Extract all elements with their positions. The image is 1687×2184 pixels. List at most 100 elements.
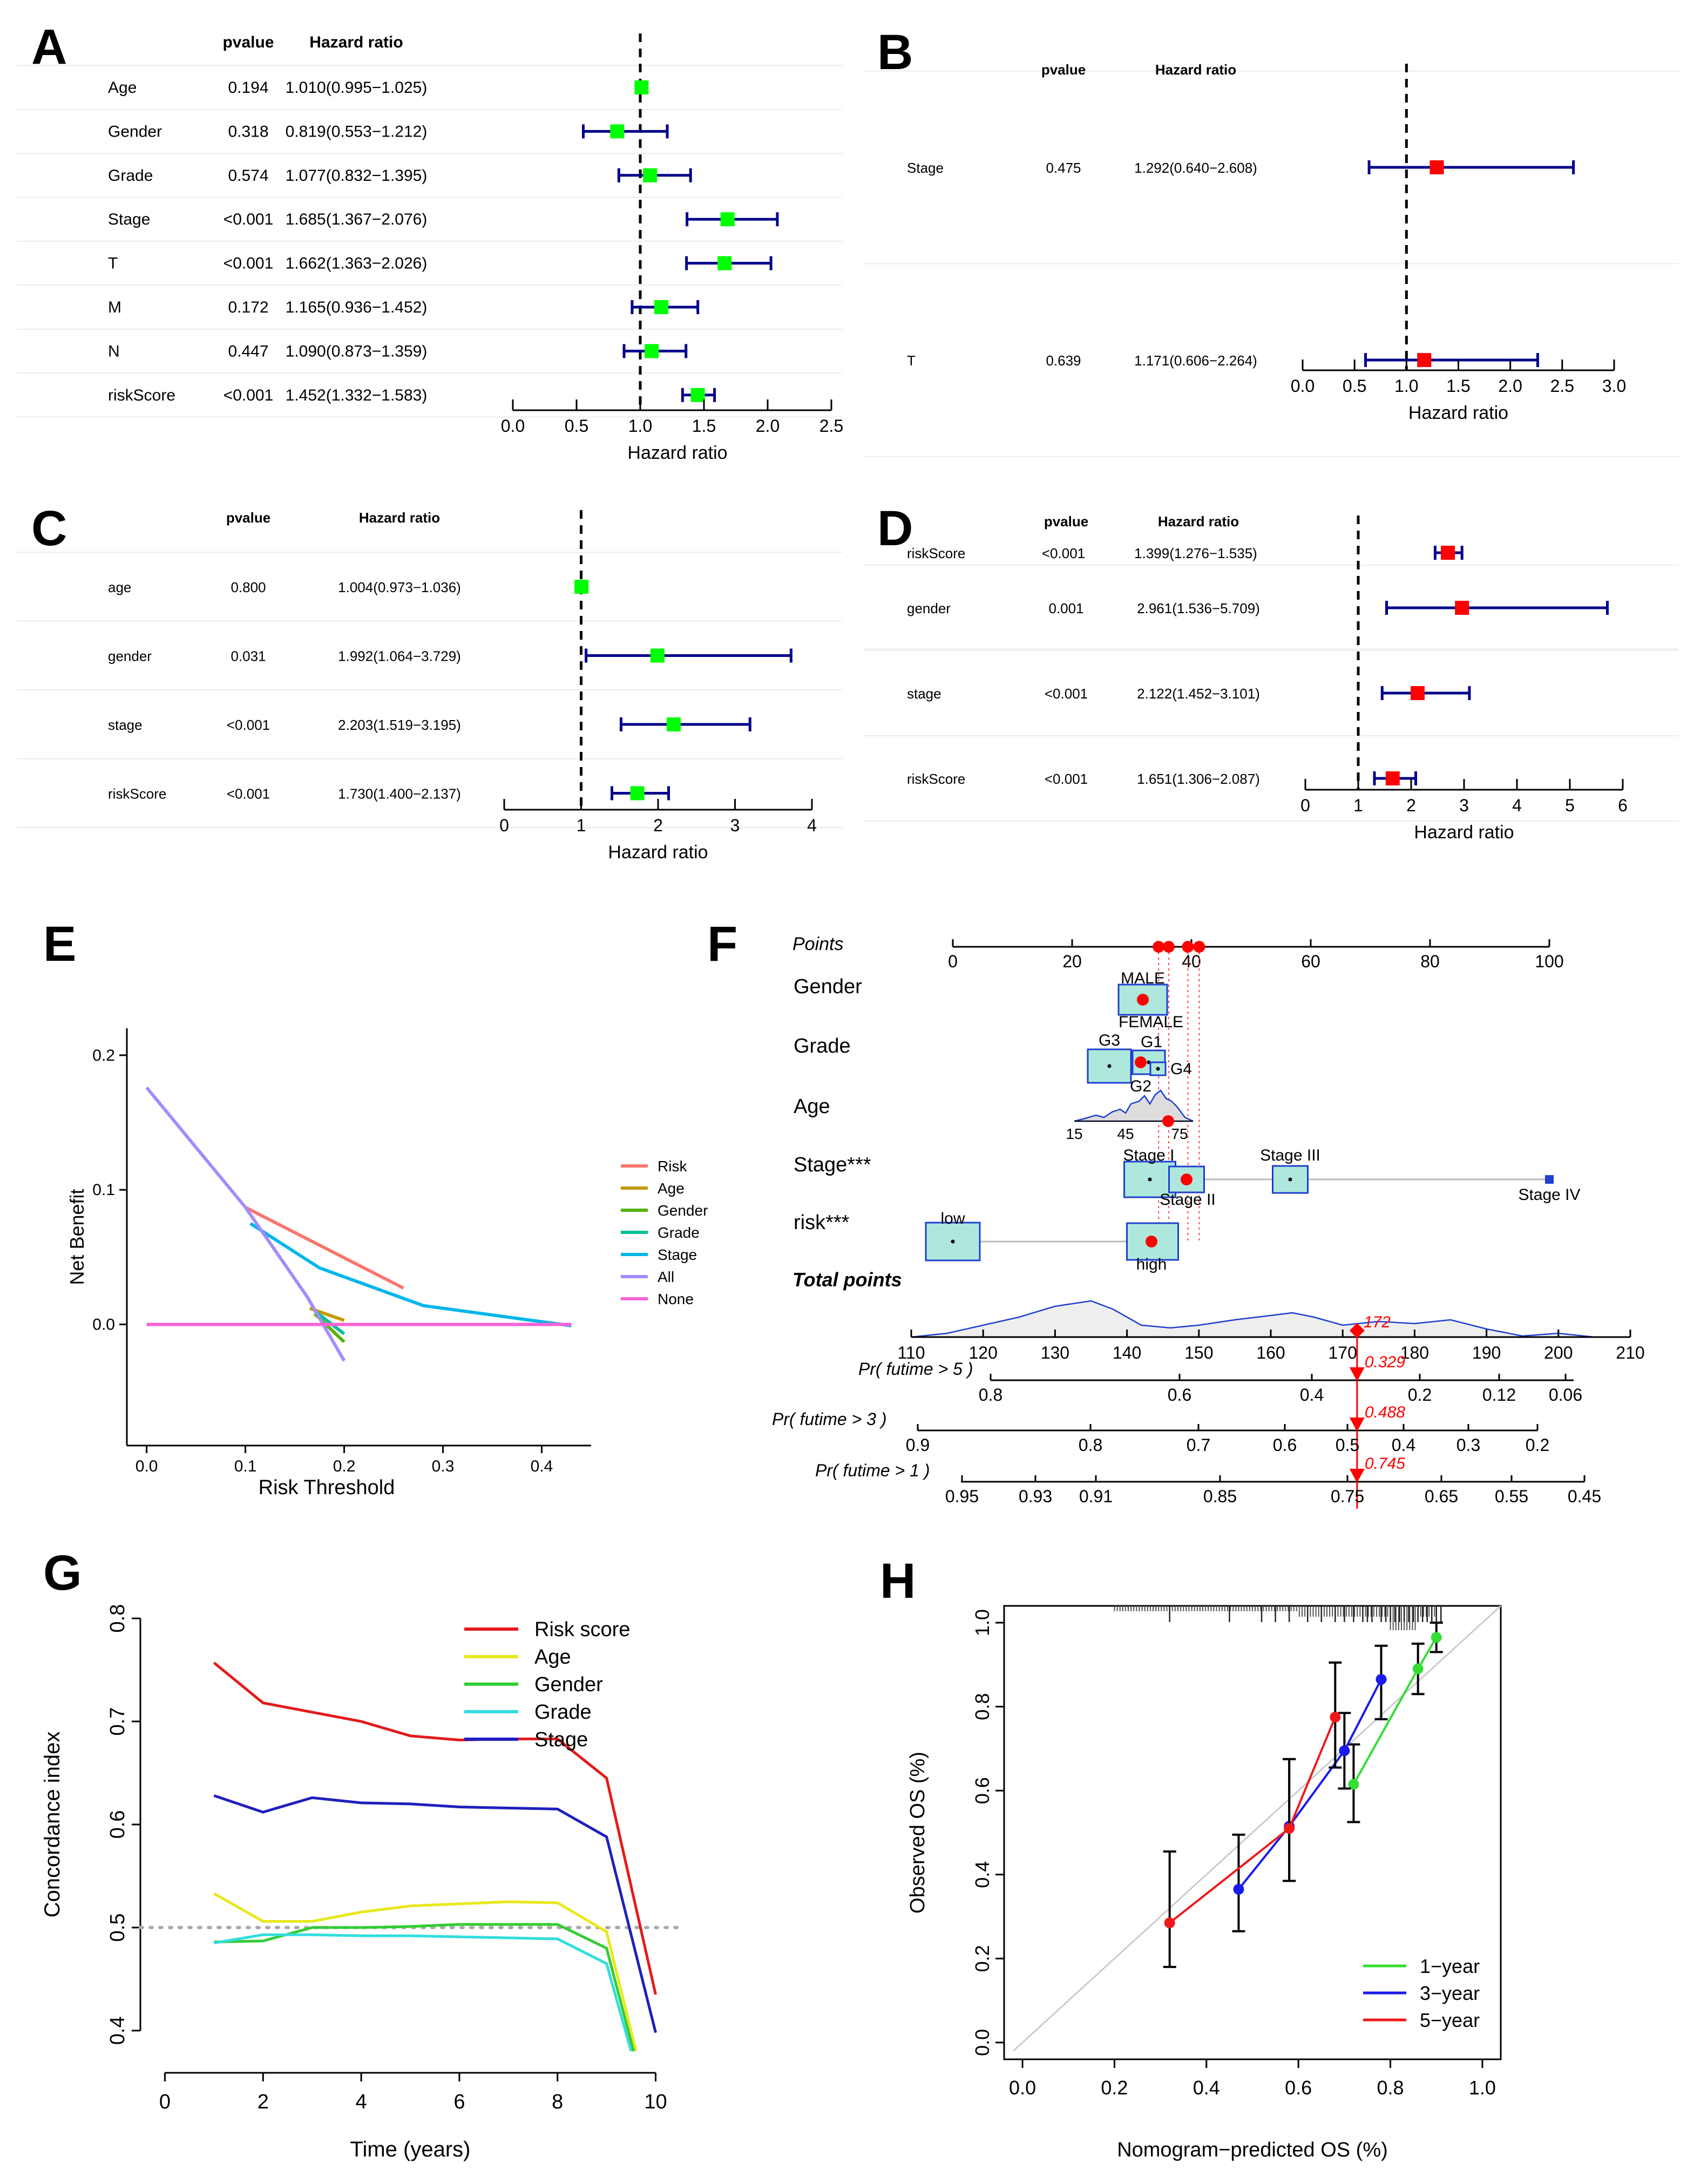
variable-label: Grade — [794, 1035, 851, 1057]
total-tick-label: 130 — [1041, 1343, 1069, 1362]
series-line-risk — [245, 1205, 404, 1290]
calibration-point — [1284, 1823, 1295, 1834]
row-hr-text: 1.651(1.306−2.087) — [1137, 771, 1260, 787]
row-hr-text: 0.819(0.553−1.212) — [286, 123, 428, 140]
row-pvalue: <0.001 — [1045, 771, 1088, 787]
total-points-label: Total points — [792, 1269, 902, 1291]
panel-label-b: B — [877, 25, 913, 80]
points-marker — [1182, 941, 1194, 953]
prob-tick-label: 0.93 — [1019, 1487, 1052, 1506]
x-tick-label: 1 — [577, 816, 586, 835]
legend-label: 5−year — [1420, 2009, 1480, 2031]
total-tick-label: 150 — [1184, 1343, 1213, 1362]
level-label: MALE — [1121, 969, 1165, 987]
selected-marker — [1135, 1056, 1147, 1068]
row-pvalue: <0.001 — [1042, 545, 1085, 561]
calibration-point — [1233, 1884, 1244, 1895]
prob-tick-label: 0.2 — [1408, 1385, 1432, 1405]
total-tick-label: 190 — [1472, 1343, 1501, 1362]
row-pvalue: <0.001 — [223, 386, 274, 404]
y-tick-label: 0.0 — [92, 1316, 115, 1334]
y-tick-label: 0.4 — [971, 1861, 993, 1888]
prob-value-label: 0.745 — [1365, 1455, 1405, 1473]
x-tick-label: 6 — [1618, 796, 1628, 815]
points-tick-label: 100 — [1535, 952, 1563, 971]
legend-label: None — [658, 1291, 694, 1307]
hr-marker — [610, 124, 625, 139]
row-hr-text: 2.122(1.452−3.101) — [1137, 686, 1260, 702]
level-center-dot — [1148, 1177, 1152, 1182]
series-line — [213, 1892, 638, 2052]
prob-tick-label: 0.91 — [1079, 1487, 1113, 1506]
row-hr-text: 1.165(0.936−1.452) — [286, 299, 428, 316]
col-header-hr: Hazard ratio — [359, 510, 440, 526]
prob-tick-label: 0.65 — [1425, 1487, 1458, 1506]
row-pvalue: 0.194 — [228, 79, 268, 97]
x-tick-label: 0.0 — [501, 416, 525, 436]
level-label: Stage I — [1123, 1147, 1174, 1164]
row-hr-text: 1.992(1.064−3.729) — [338, 648, 461, 664]
decision-curve-e: 0.0 0.1 0.2 0.0 0.1 0.2 0.3 0.4 Risk Threshold Ne… — [66, 1028, 708, 1499]
x-axis-title: Risk Threshold — [259, 1476, 395, 1499]
prob-tick-label: 0.45 — [1568, 1487, 1601, 1506]
prob-tick-label: 0.12 — [1482, 1385, 1516, 1405]
forest-plot-d: pvalue Hazard ratio gender 0.001 2.961(1.536… — [864, 513, 1679, 843]
points-tick-label: 0 — [948, 952, 958, 971]
series-line-all — [145, 1086, 346, 1362]
legend-label: Risk score — [534, 1618, 630, 1641]
x-tick-label: 2 — [1406, 796, 1416, 815]
calibration-point — [1412, 1663, 1424, 1674]
points-tick-label: 40 — [1182, 952, 1201, 971]
row-pvalue: <0.001 — [227, 717, 270, 733]
row-pvalue: <0.001 — [227, 786, 270, 802]
hr-marker — [643, 168, 658, 182]
row-label: riskScore — [907, 771, 965, 787]
row-hr-text: 1.090(0.873−1.359) — [286, 342, 428, 360]
hr-marker — [1410, 686, 1425, 700]
legend-label: Risk — [658, 1158, 687, 1175]
prob-axis-label: Pr( futime > 5 ) — [858, 1359, 973, 1379]
col-header-pvalue: pvalue — [222, 33, 274, 51]
prob-value-label: 0.488 — [1365, 1403, 1405, 1421]
x-tick-label: 3.0 — [1602, 376, 1626, 396]
variable-label: Gender — [794, 975, 862, 998]
prob-tick-label: 0.5 — [1336, 1435, 1359, 1455]
legend-label: Grade — [534, 1701, 592, 1724]
row-pvalue: 0.318 — [228, 123, 268, 140]
x-tick-label: 1.0 — [1394, 376, 1418, 396]
ideal-line — [1013, 1605, 1502, 2052]
total-value-label: 172 — [1364, 1313, 1391, 1331]
calibration-point — [1348, 1779, 1359, 1790]
hr-marker — [654, 300, 668, 314]
prob-marker — [1349, 1469, 1365, 1483]
level-box-small — [1545, 1175, 1554, 1184]
legend-label: Age — [658, 1180, 685, 1197]
legend-label: Stage — [534, 1728, 588, 1751]
y-tick-label: 0.1 — [92, 1181, 115, 1199]
level-label: G2 — [1130, 1077, 1151, 1095]
level-label: low — [940, 1210, 965, 1227]
prob-tick-label: 0.95 — [945, 1487, 979, 1506]
panel-label-c: C — [31, 501, 67, 556]
hr-marker — [645, 344, 659, 358]
y-tick-label: 0.2 — [971, 1945, 993, 1972]
row-pvalue: 0.639 — [1046, 352, 1081, 369]
x-tick-label: 0.1 — [234, 1457, 257, 1475]
hr-marker — [1385, 771, 1400, 785]
selected-marker — [1181, 1174, 1193, 1185]
hr-marker — [1429, 160, 1444, 174]
prob-tick-label: 0.4 — [1392, 1435, 1415, 1455]
y-tick-label: 0.8 — [971, 1693, 993, 1720]
row-pvalue: <0.001 — [223, 255, 274, 273]
calibration-line — [1237, 1679, 1383, 1890]
x-axis-title: Hazard ratio — [1414, 822, 1514, 843]
legend-label: Gender — [658, 1202, 708, 1219]
level-center-dot — [1107, 1064, 1112, 1068]
row-pvalue: 0.475 — [1046, 160, 1081, 176]
row-label: Stage — [907, 160, 944, 176]
calibration-point — [1376, 1674, 1387, 1685]
x-axis-title: Nomogram−predicted OS (%) — [1117, 2139, 1388, 2161]
prob-tick-label: 0.4 — [1300, 1385, 1324, 1405]
row-hr-text: 1.662(1.363−2.026) — [286, 255, 428, 273]
y-tick-label: 0.7 — [106, 1707, 129, 1736]
